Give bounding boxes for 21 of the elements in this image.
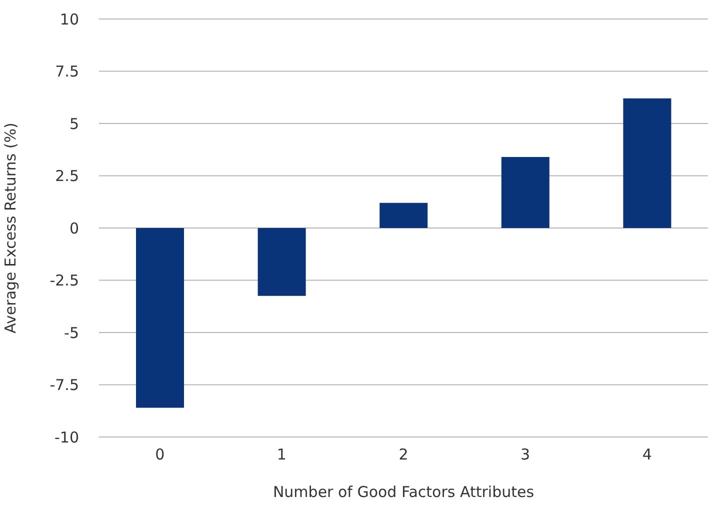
- y-axis-title: Average Excess Returns (%): [1, 122, 20, 334]
- x-tick-label: 1: [276, 446, 286, 464]
- y-tick-label: 0: [69, 219, 79, 238]
- bar: [258, 228, 306, 296]
- y-tick-label: 5: [69, 114, 79, 133]
- bar: [136, 228, 184, 408]
- x-axis-title: Number of Good Factors Attributes: [272, 483, 534, 501]
- x-tick-label: 3: [520, 446, 530, 464]
- y-tick-label: 7.5: [55, 62, 79, 81]
- y-tick-label: -10: [54, 428, 79, 446]
- y-tick-label: -7.5: [50, 376, 79, 394]
- bar: [380, 202, 428, 228]
- y-tick-label: 10: [60, 10, 79, 28]
- y-tick-label: -2.5: [50, 272, 79, 290]
- y-tick-label: -5: [64, 324, 79, 342]
- bar: [501, 156, 550, 228]
- x-tick-label: 4: [642, 446, 652, 464]
- bar: [623, 98, 672, 228]
- x-tick-label: 2: [398, 446, 408, 464]
- y-tick-label: 2.5: [55, 167, 79, 186]
- x-tick-label: 0: [155, 446, 165, 464]
